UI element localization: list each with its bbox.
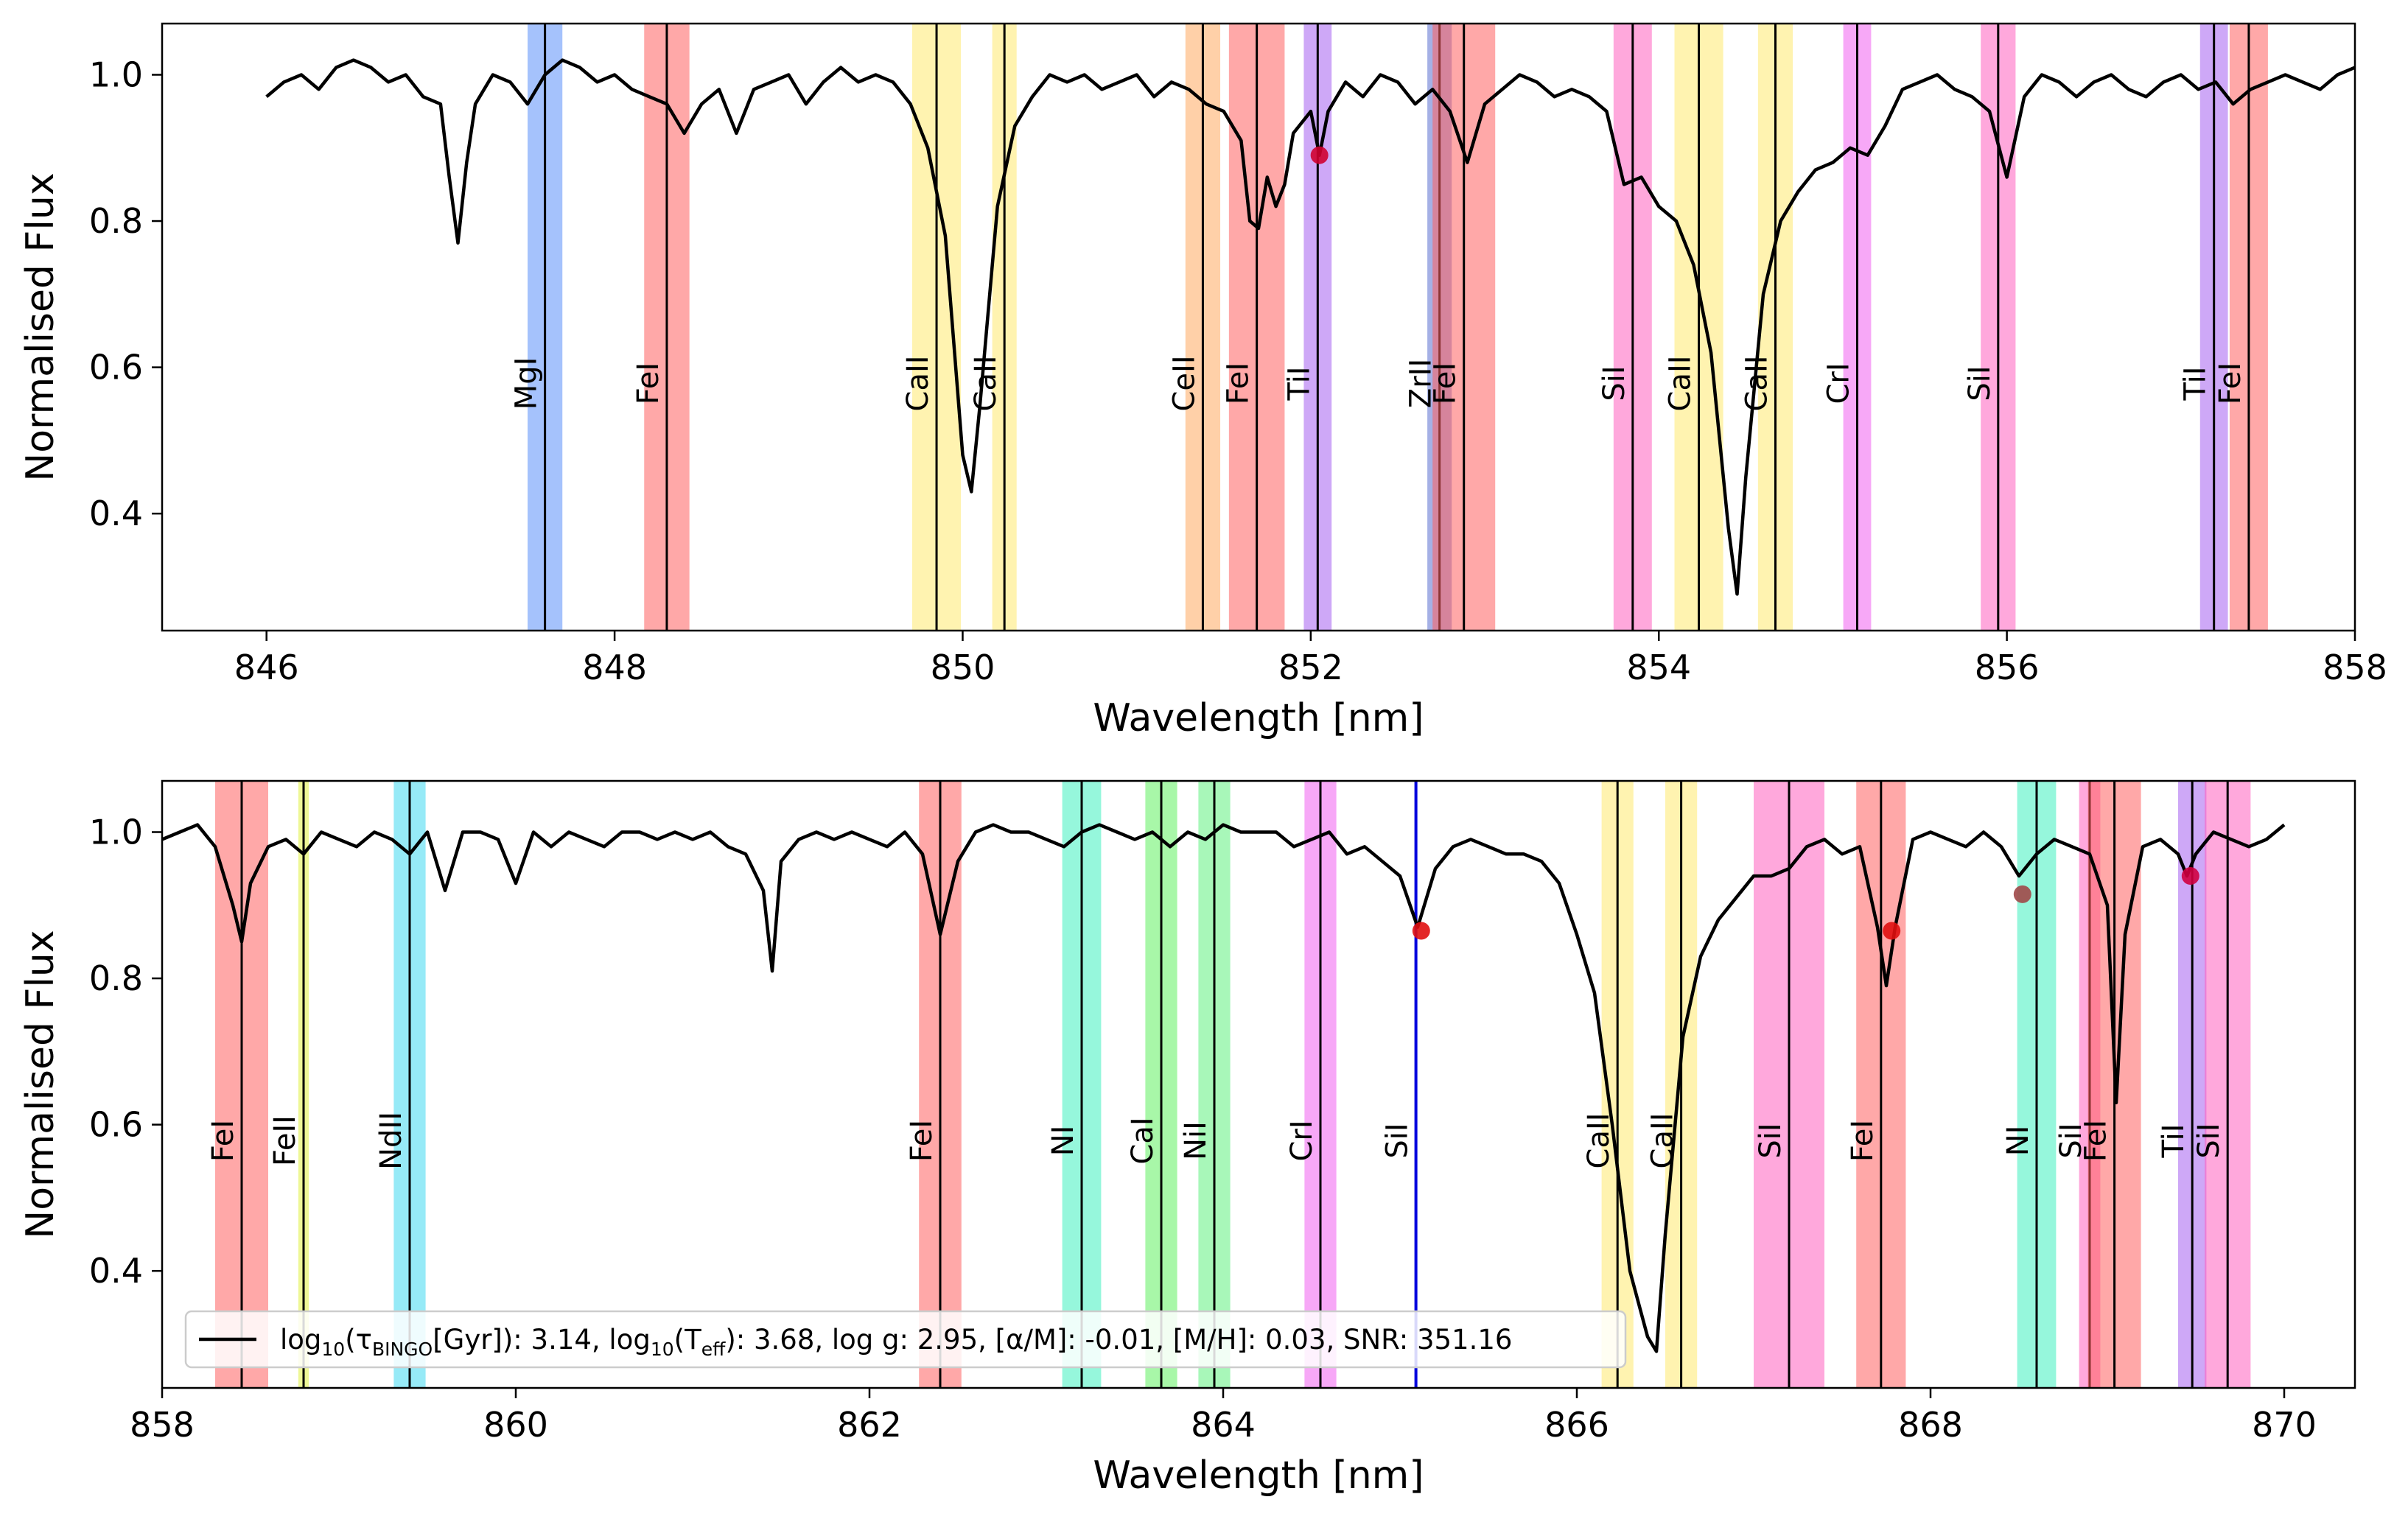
band-label-feii: FeII: [268, 1115, 302, 1166]
y-tick-label: 0.4: [89, 1251, 143, 1291]
x-tick-label: 868: [1898, 1405, 1963, 1445]
spectrum-line: [265, 58, 2356, 596]
marker-point: [1412, 922, 1430, 940]
legend-text-part: (T: [674, 1324, 701, 1356]
band-label-fei: FeI: [206, 1120, 240, 1162]
x-tick-label: 858: [130, 1405, 195, 1445]
x-tick-label: 862: [837, 1405, 902, 1445]
band-label-fei: FeI: [631, 362, 665, 404]
band-label-fei: FeI: [1429, 362, 1463, 404]
band-label-ceii: CeII: [1167, 355, 1201, 411]
band-label-tii: TiI: [1282, 366, 1316, 401]
band-label-cri: CrI: [1821, 362, 1855, 404]
band-label-cai: CaI: [1126, 1117, 1160, 1164]
marker-point: [2013, 885, 2031, 903]
x-tick-label: 852: [1278, 648, 1343, 687]
band-label-sii: SiI: [2054, 1123, 2088, 1158]
band-label-sii: SiI: [1754, 1123, 1788, 1158]
x-tick-label: 850: [931, 648, 995, 687]
band-label-fei: FeI: [905, 1120, 939, 1162]
plot-frame: [161, 779, 2356, 1389]
band-label-zrii: ZrII: [1404, 359, 1438, 408]
y-tick-label: 0.8: [89, 201, 143, 241]
y-axis-label: Normalised Flux: [18, 172, 63, 481]
y-tick-label: 0.8: [89, 958, 143, 998]
x-axis-label: Wavelength [nm]: [1093, 1453, 1424, 1498]
y-tick-label: 1.0: [89, 812, 143, 852]
band-label-tii: TiI: [2179, 366, 2213, 401]
x-tick-label: 858: [2323, 648, 2387, 687]
x-tick-label: 848: [582, 648, 647, 687]
legend-box: [184, 1310, 1627, 1369]
band-label-caii: CaII: [901, 355, 935, 411]
x-axis-label: Wavelength [nm]: [1093, 696, 1424, 740]
legend-text-part: log: [280, 1324, 321, 1356]
x-tick-label: 856: [1975, 648, 2040, 687]
marker-point: [2181, 867, 2199, 886]
band-label-mgi: MgI: [510, 357, 544, 410]
y-tick-label: 0.6: [89, 1105, 143, 1145]
x-tick-label: 846: [234, 648, 299, 687]
band-label-ndii: NdII: [374, 1112, 408, 1170]
y-tick-label: 0.4: [89, 494, 143, 533]
marker-point: [1310, 146, 1329, 164]
legend-text-part: [Gyr]): 3.14, log: [433, 1324, 651, 1356]
legend-text-part: (τ: [345, 1324, 372, 1356]
band-label-sii: SiI: [1597, 365, 1631, 401]
band-label-caii: CaII: [1664, 355, 1698, 411]
y-axis-label: Normalised Flux: [18, 930, 63, 1238]
y-tick-label: 1.0: [89, 55, 143, 94]
y-tick-label: 0.6: [89, 348, 143, 387]
band-label-fei: FeI: [2213, 362, 2247, 404]
band-label-nii: NiI: [1179, 1121, 1213, 1160]
x-tick-label: 860: [483, 1405, 548, 1445]
bottom-panel: FeI FeII NdII FeI NI CaI NiI CrI SiI CaII CaII SiI F…: [18, 779, 2356, 1498]
legend-subscript: BINGO: [372, 1339, 433, 1360]
band-label-caii: CaII: [969, 355, 1003, 411]
legend-subscript: 10: [321, 1339, 345, 1360]
spectrum-line: [161, 823, 2286, 1353]
band-label-sii: SiI: [2192, 1123, 2226, 1158]
legend-text-part: ): 3.68, log g: 2.95, [α/M]: -0.01, [M/H…: [725, 1324, 1512, 1356]
legend-subscript: eff: [701, 1339, 726, 1360]
x-tick-label: 866: [1544, 1405, 1609, 1445]
x-tick-label: 864: [1191, 1405, 1256, 1445]
marker-point: [1883, 922, 1901, 940]
band-label-fei: FeI: [1846, 1120, 1880, 1162]
band-label-sii: SiI: [1963, 365, 1997, 401]
x-tick-label: 854: [1626, 648, 1691, 687]
plot-frame: [161, 22, 2356, 632]
legend-entry: log10(τBINGO[Gyr]): 3.14, log10(Teff): 3…: [280, 1324, 1512, 1360]
band-label-ni: NI: [2001, 1126, 2035, 1157]
band-label-fei: FeI: [1222, 362, 1256, 404]
x-tick-label: 870: [2252, 1405, 2317, 1445]
band-label-sii: SiI: [1381, 1123, 1415, 1158]
band-label-tii: TiI: [2157, 1123, 2191, 1158]
band-label-fei: FeI: [2079, 1120, 2113, 1162]
legend-subscript: 10: [651, 1339, 674, 1360]
band-label-cri: CrI: [1285, 1120, 1319, 1161]
band-label-ni: NI: [1046, 1126, 1080, 1157]
